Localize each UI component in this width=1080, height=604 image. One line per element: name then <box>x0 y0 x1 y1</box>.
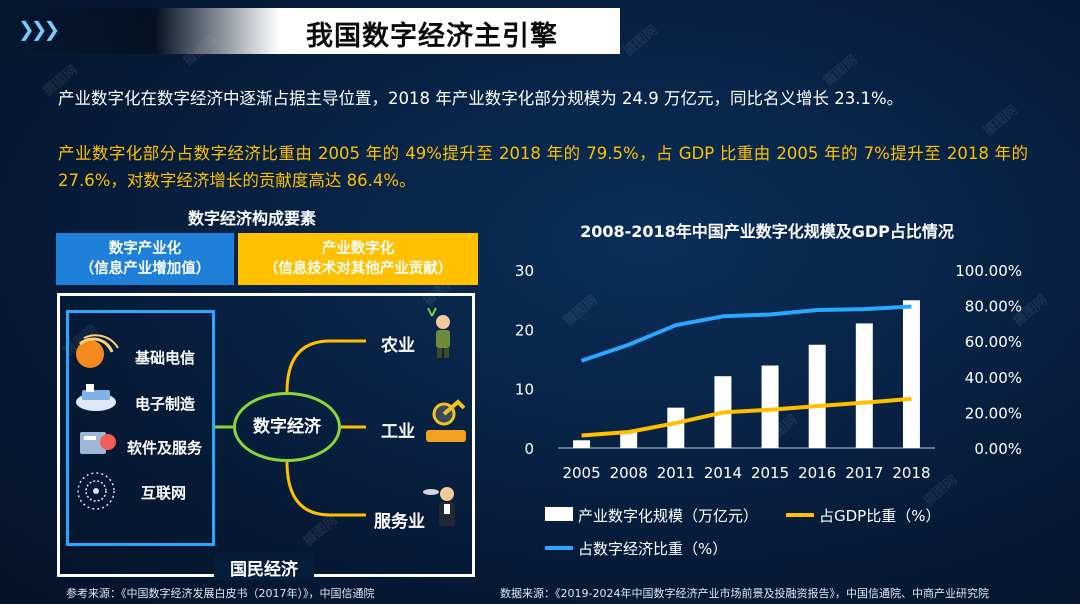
chart-legend: 产业数字化规模（万亿元） 占GDP比重（%） 占数字经济比重（%） <box>545 507 940 558</box>
left-item-electronics: 电子制造 <box>135 395 196 413</box>
digital-economy-center: 数字经济 <box>233 392 341 462</box>
diagram-connectors <box>76 307 466 526</box>
legend-label: 占GDP比重（%） <box>819 507 940 525</box>
right-item-industry: 工业 <box>381 422 415 442</box>
x-axis-tick: 2015 <box>751 464 789 482</box>
x-axis-tick: 2017 <box>845 464 883 482</box>
left-axis-ticks: 0 10 20 30 <box>515 262 534 458</box>
box-blue-line2: （信息产业增加值） <box>79 261 211 277</box>
watermark-text: 摄图网 <box>821 52 861 90</box>
telecom-icon <box>76 334 119 368</box>
digital-economy-share-line <box>580 304 912 363</box>
header-bar <box>0 8 620 54</box>
industrial-digitalization-box: 产业数字化 （信息技术对其他产业贡献） <box>238 233 478 285</box>
right-axis-tick: 40.00% <box>965 369 1022 387</box>
x-axis-tick: 2016 <box>798 464 836 482</box>
right-axis-tick: 80.00% <box>965 298 1022 316</box>
bar <box>902 300 920 448</box>
x-axis-tick: 2011 <box>657 464 695 482</box>
waiter-icon <box>423 487 455 526</box>
diagram-title: 数字经济构成要素 <box>188 209 317 228</box>
x-axis-tick: 2008 <box>610 464 648 482</box>
line-series <box>580 304 912 438</box>
right-axis-tick: 100.00% <box>955 262 1022 280</box>
electronics-icon <box>76 384 116 411</box>
footer-data-source: 数据来源：《2019-2024年中国数字经济产业市场前景及投融资报告》，中国信通… <box>500 587 989 600</box>
box-blue-line1: 数字产业化 <box>108 241 182 257</box>
x-axis-tick: 2014 <box>704 464 742 482</box>
internet-icon <box>77 472 115 510</box>
legend-label: 占数字经济比重（%） <box>578 540 727 558</box>
industrial-robot-icon <box>426 399 466 442</box>
x-axis-ticks: 2005 2008 2011 2014 2015 2016 2017 2018 <box>562 464 930 482</box>
right-item-agriculture: 农业 <box>381 336 415 356</box>
left-axis-tick: 20 <box>515 321 534 339</box>
farmer-icon <box>427 307 450 358</box>
right-item-services: 服务业 <box>374 512 425 532</box>
summary-paragraph-2: 产业数字化部分占数字经济比重由 2005 年的 49%提升至 2018 年的 7… <box>58 144 1028 190</box>
bar <box>761 365 779 448</box>
software-icon <box>80 432 116 454</box>
national-economy-label: 国民经济 <box>214 555 314 580</box>
digital-industry-frame <box>66 310 215 546</box>
bar <box>620 431 638 448</box>
bar <box>855 323 873 448</box>
digital-industrialization-box: 数字产业化 （信息产业增加值） <box>56 233 234 285</box>
legend-label: 产业数字化规模（万亿元） <box>578 507 758 525</box>
x-axis-tick: 2018 <box>892 464 930 482</box>
x-axis-tick: 2005 <box>562 464 600 482</box>
left-axis-tick: 30 <box>515 262 534 280</box>
left-axis-tick: 10 <box>515 381 534 399</box>
bar-series <box>573 300 920 448</box>
bar <box>573 440 591 448</box>
summary-paragraph-1: 产业数字化在数字经济中逐渐占据主导位置，2018 年产业数字化部分规模为 24.… <box>58 89 904 108</box>
industrial-digitalization-chart: 2008-2018年中国产业数字化规模及GDP占比情况 0 10 20 30 0.00… <box>515 222 1022 558</box>
chevrons-icon: ❯❯❯ <box>18 17 60 41</box>
right-axis-tick: 20.00% <box>965 404 1022 422</box>
chart-title: 2008-2018年中国产业数字化规模及GDP占比情况 <box>580 222 954 241</box>
watermark-text: 摄图网 <box>621 22 661 60</box>
page-title: 我国数字经济主引擎 <box>306 21 558 52</box>
left-axis-tick: 0 <box>524 440 534 458</box>
footer-reference: 参考来源：《中国数字经济发展白皮书（2017年）》，中国信通院 <box>66 587 375 600</box>
gdp-share-line <box>581 396 912 438</box>
bar <box>667 407 685 448</box>
box-yellow-line2: （信息技术对其他产业贡献） <box>263 261 453 277</box>
bar <box>808 344 826 448</box>
right-axis-ticks: 0.00% 20.00% 40.00% 60.00% 80.00% 100.00% <box>955 262 1022 458</box>
left-item-telecom: 基础电信 <box>135 349 196 367</box>
right-axis-tick: 60.00% <box>965 333 1022 351</box>
right-axis-tick: 0.00% <box>974 440 1022 458</box>
legend-swatch <box>545 507 573 521</box>
left-item-internet: 互联网 <box>141 484 187 502</box>
left-item-software: 软件及服务 <box>127 439 203 457</box>
box-yellow-line1: 产业数字化 <box>321 241 395 257</box>
